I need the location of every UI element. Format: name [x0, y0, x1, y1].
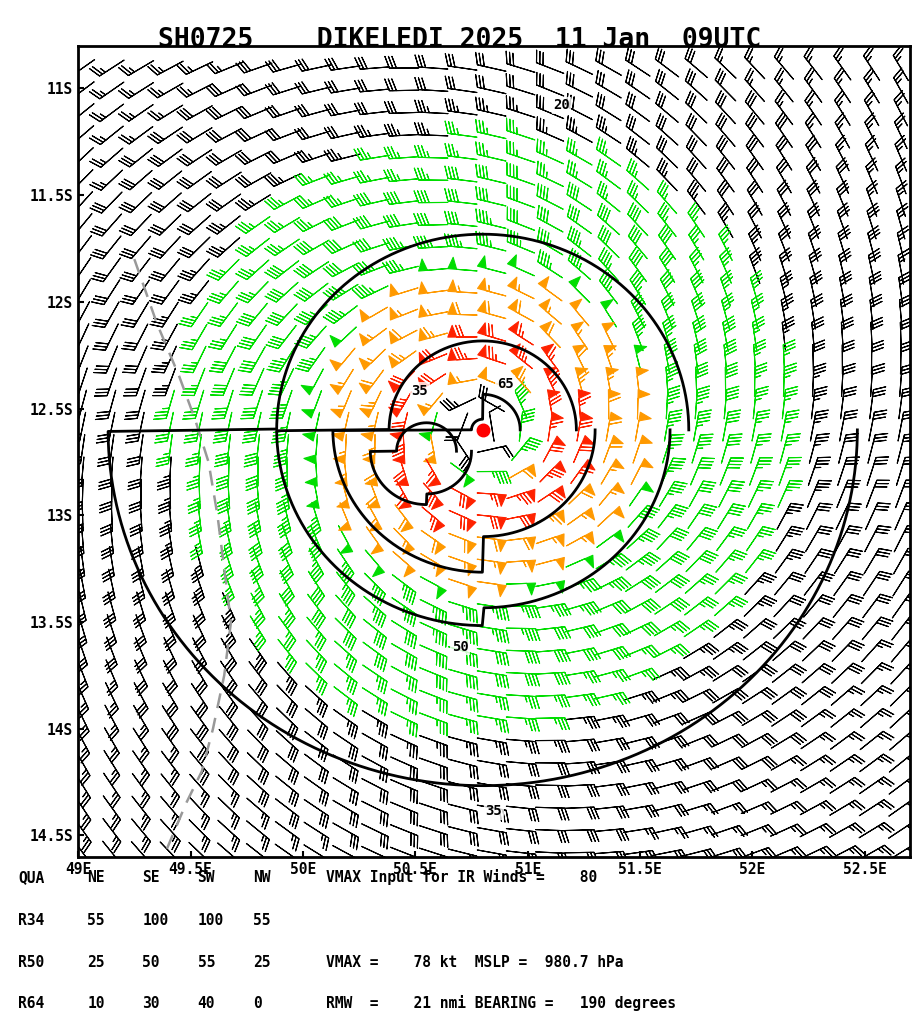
Text: RMW  =    21 nmi BEARING =   190 degrees: RMW = 21 nmi BEARING = 190 degrees — [326, 995, 676, 1011]
Text: VMAX Input for IR Winds =    80: VMAX Input for IR Winds = 80 — [326, 869, 597, 885]
Text: 30: 30 — [142, 996, 160, 1011]
Text: 20: 20 — [553, 98, 570, 113]
Text: R50: R50 — [18, 955, 45, 970]
Text: 35: 35 — [412, 383, 428, 397]
Text: 10: 10 — [87, 996, 105, 1011]
Text: QUA: QUA — [18, 870, 45, 885]
Text: SE: SE — [142, 870, 160, 885]
Text: SW: SW — [198, 870, 215, 885]
Text: NW: NW — [253, 870, 270, 885]
Text: VMAX =    78 kt  MSLP =  980.7 hPa: VMAX = 78 kt MSLP = 980.7 hPa — [326, 955, 624, 970]
Text: 55: 55 — [253, 913, 270, 928]
Text: R34: R34 — [18, 913, 45, 928]
Text: 25: 25 — [253, 955, 270, 970]
Text: 100: 100 — [142, 913, 169, 928]
Text: 55: 55 — [87, 913, 105, 928]
Text: 55: 55 — [198, 955, 215, 970]
Text: 40: 40 — [198, 996, 215, 1011]
Text: NE: NE — [87, 870, 105, 885]
Text: SH0725    DIKELEDI 2025  11 Jan  09UTC: SH0725 DIKELEDI 2025 11 Jan 09UTC — [158, 27, 761, 54]
Text: 25: 25 — [87, 955, 105, 970]
Text: 0: 0 — [253, 996, 262, 1011]
Text: 65: 65 — [497, 376, 514, 390]
Text: 50: 50 — [142, 955, 160, 970]
Text: R64: R64 — [18, 996, 45, 1011]
Text: 100: 100 — [198, 913, 224, 928]
Text: 35: 35 — [485, 804, 503, 818]
Text: 50: 50 — [452, 640, 469, 654]
